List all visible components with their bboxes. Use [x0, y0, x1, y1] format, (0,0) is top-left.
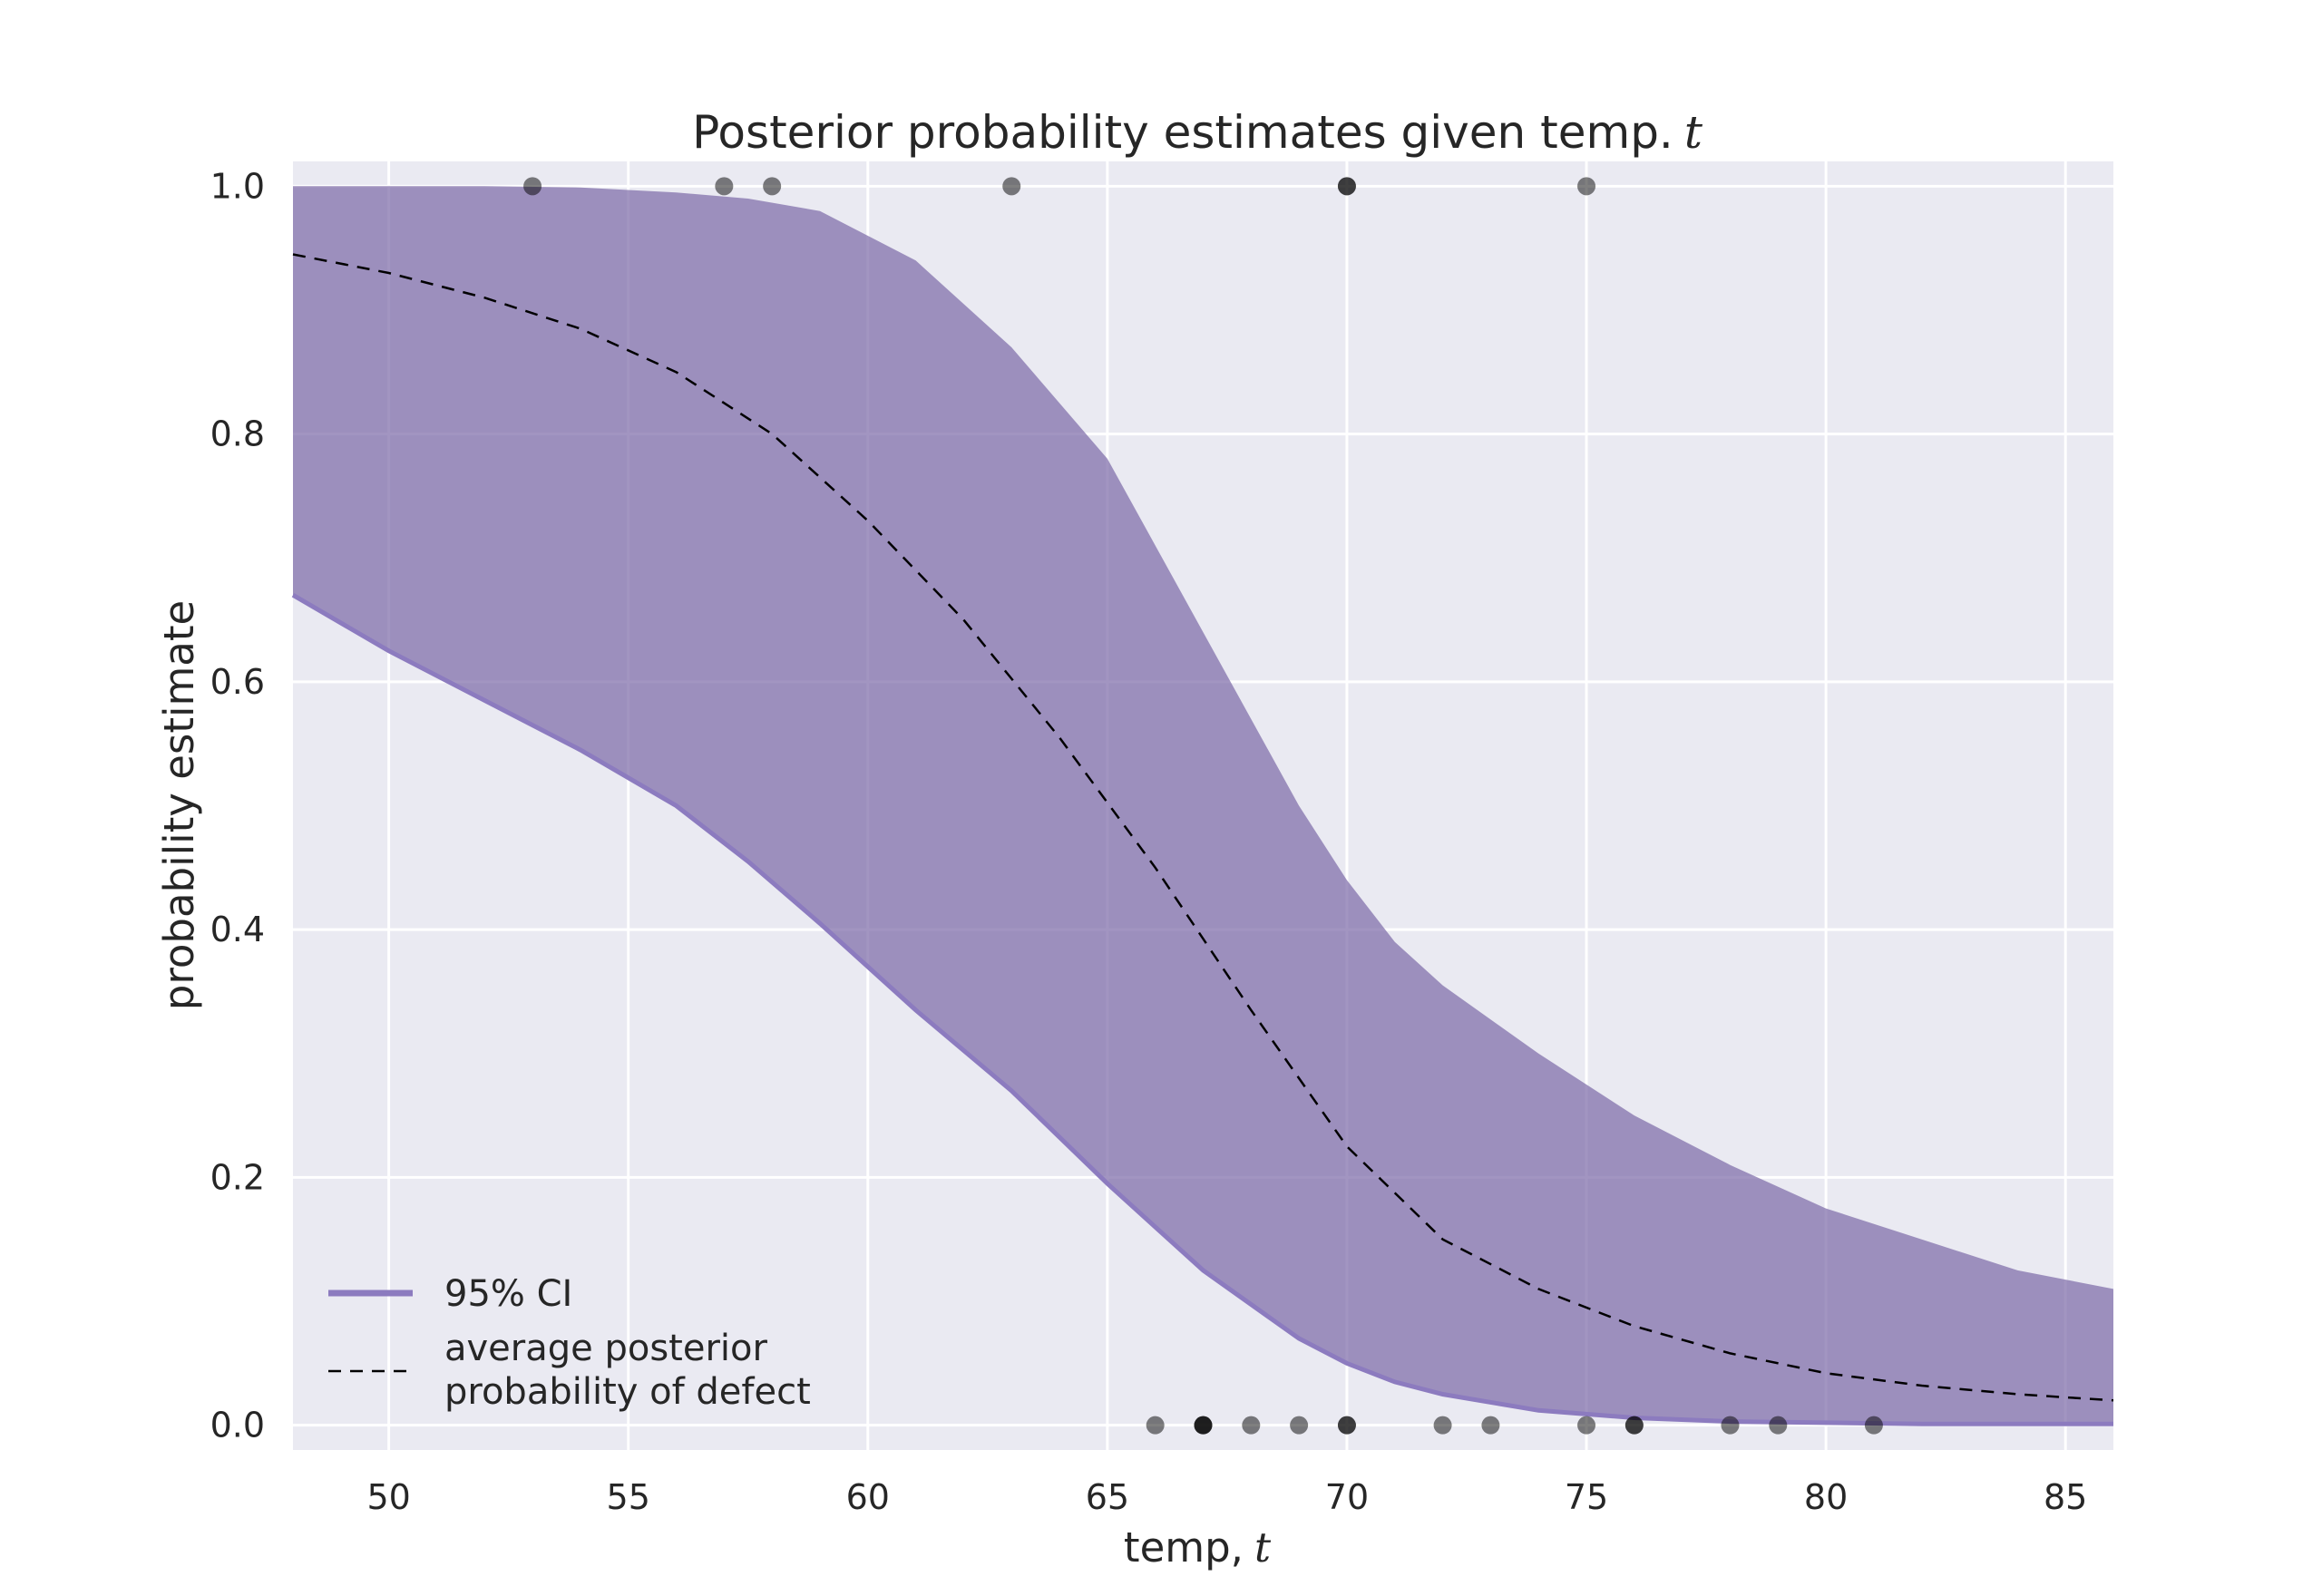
legend-mean-label-line1: average posterior [444, 1328, 767, 1369]
data-point-1 [715, 177, 734, 196]
chart-title: Posterior probability estimates given te… [692, 106, 1703, 159]
data-point-19 [1624, 1416, 1644, 1435]
ci-band [293, 186, 2113, 1425]
x-tick-label: 60 [846, 1477, 890, 1517]
legend: 95% CI average posterior probability of … [328, 1273, 811, 1413]
data-point-21 [1769, 1416, 1788, 1435]
data-point-5 [1337, 177, 1356, 196]
data-point-2 [763, 177, 782, 196]
data-point-10 [1194, 1416, 1213, 1435]
x-tick-label: 75 [1565, 1477, 1608, 1517]
y-axis-label: probability estimate [155, 600, 203, 1010]
data-point-14 [1337, 1416, 1356, 1435]
data-point-15 [1433, 1416, 1452, 1435]
x-tick-label: 80 [1804, 1477, 1848, 1517]
x-tick-label: 50 [366, 1477, 410, 1517]
x-tick-label: 85 [2044, 1477, 2087, 1517]
y-tick-label: 0.0 [210, 1406, 265, 1445]
data-point-0 [523, 177, 542, 196]
y-tick-label: 0.6 [210, 662, 265, 702]
data-point-7 [1146, 1416, 1165, 1435]
y-tick-label: 0.4 [210, 910, 265, 949]
y-tick-labels: 0.0 0.2 0.4 0.6 0.8 1.0 [210, 166, 265, 1445]
data-point-20 [1721, 1416, 1740, 1435]
x-tick-label: 55 [607, 1477, 650, 1517]
y-tick-label: 0.8 [210, 414, 265, 454]
x-tick-label: 65 [1086, 1477, 1129, 1517]
legend-mean-label-line2: probability of defect [444, 1371, 811, 1413]
x-tick-labels: 50 55 60 65 70 75 80 85 [366, 1477, 2087, 1517]
data-point-22 [1864, 1416, 1883, 1435]
mean-line [292, 253, 2114, 1402]
x-tick-label: 70 [1325, 1477, 1369, 1517]
y-tick-label: 1.0 [210, 166, 265, 206]
x-axis-label: temp, t [1124, 1523, 1272, 1572]
legend-ci-label: 95% CI [444, 1273, 572, 1315]
data-point-16 [1481, 1416, 1500, 1435]
y-tick-label: 0.2 [210, 1157, 265, 1197]
points-group [523, 177, 1883, 1435]
data-point-17 [1577, 1416, 1596, 1435]
data-point-3 [1002, 177, 1021, 196]
data-point-6 [1577, 177, 1596, 196]
data-point-11 [1242, 1416, 1261, 1435]
mean-line-group [292, 253, 2114, 1402]
data-point-12 [1290, 1416, 1309, 1435]
